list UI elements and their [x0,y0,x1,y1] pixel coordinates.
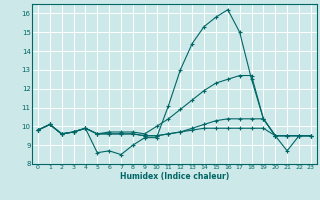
X-axis label: Humidex (Indice chaleur): Humidex (Indice chaleur) [120,172,229,181]
